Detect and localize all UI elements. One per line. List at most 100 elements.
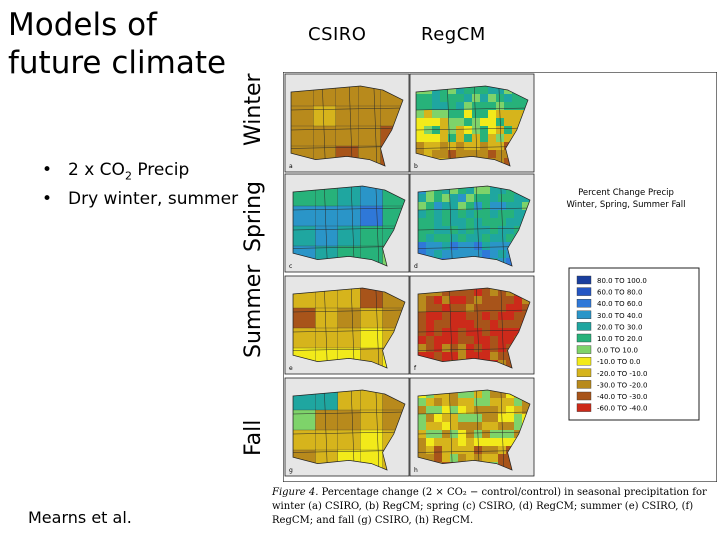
- map-cell: [466, 288, 475, 297]
- legend-swatch: [576, 298, 592, 308]
- map-cell: [442, 312, 451, 321]
- map-cell: [480, 86, 489, 95]
- map-cell: [434, 296, 443, 305]
- map-cell: [448, 86, 457, 95]
- map-cell: [514, 296, 523, 305]
- map-cell: [434, 304, 443, 313]
- coastline: [292, 185, 406, 267]
- map-cell: [506, 234, 515, 243]
- map-cell: [474, 194, 483, 203]
- map-cell: [418, 218, 427, 227]
- map-cell: [466, 344, 475, 353]
- map-cell: [474, 390, 483, 399]
- map-cell: [456, 94, 465, 103]
- map-cell: [434, 336, 443, 345]
- map-cell: [458, 304, 467, 313]
- coastline: [292, 287, 406, 369]
- map-cell: [360, 225, 384, 247]
- map-cell: [472, 126, 481, 135]
- legend-swatch: [576, 368, 592, 377]
- map-panel: g: [284, 377, 410, 477]
- map-cell: [442, 218, 451, 227]
- map-cell: [498, 414, 507, 423]
- map-cell: [450, 210, 459, 219]
- map-cell: [490, 398, 499, 407]
- map-cell: [482, 328, 491, 337]
- map-cell: [434, 250, 443, 259]
- map-cell: [474, 226, 483, 235]
- map-cell: [416, 134, 425, 143]
- map-cell: [456, 110, 465, 119]
- map-cell: [291, 125, 315, 147]
- map-cell: [488, 86, 497, 95]
- map-cell: [450, 336, 459, 345]
- map-cell: [490, 250, 499, 259]
- map-cell: [482, 406, 491, 415]
- map-cell: [458, 438, 467, 447]
- legend-label: 10.0 TO 20.0: [597, 335, 642, 343]
- map-cell: [512, 102, 521, 111]
- map-cell: [426, 234, 435, 243]
- figure-heading-line-2: Winter, Spring, Summer Fall: [566, 200, 685, 210]
- map-cell: [450, 296, 459, 305]
- map-cell: [440, 86, 449, 95]
- map-cell: [442, 414, 451, 423]
- map-cell: [466, 312, 475, 321]
- map-cell: [520, 102, 528, 111]
- bullet-item-dry: Dry winter, summer: [42, 189, 242, 210]
- map-cell: [448, 150, 457, 159]
- map-cell: [482, 430, 491, 439]
- map-cell: [488, 150, 497, 159]
- map-cell: [490, 202, 499, 211]
- map-cell: [458, 430, 467, 439]
- map-cell: [426, 398, 435, 407]
- map-cell: [490, 344, 499, 353]
- map-cell: [506, 406, 515, 415]
- map-cell: [498, 406, 507, 415]
- map-cell: [418, 414, 427, 423]
- map-cell: [464, 126, 473, 135]
- map-cell: [482, 304, 491, 313]
- map-cell: [504, 134, 513, 143]
- map-cell: [498, 234, 507, 243]
- map-cell: [466, 218, 475, 227]
- map-cell: [424, 94, 433, 103]
- map-cell: [514, 422, 523, 431]
- map-cell: [442, 226, 451, 235]
- map-cell: [498, 454, 507, 463]
- map-cell: [498, 242, 507, 251]
- map-cell: [514, 226, 523, 235]
- map-cell: [432, 102, 441, 111]
- map-cell: [474, 422, 483, 431]
- map-cell: [418, 320, 427, 329]
- map-cell: [482, 454, 491, 463]
- map-cell: [498, 438, 507, 447]
- map-cell: [504, 118, 513, 127]
- map-cell: [456, 86, 465, 95]
- map-cell: [496, 142, 505, 151]
- map-cell: [482, 226, 491, 235]
- map-cell: [458, 186, 467, 195]
- map-cell: [426, 446, 435, 455]
- map-cell: [442, 446, 451, 455]
- map-cell: [498, 398, 507, 407]
- map-cell: [506, 422, 515, 431]
- map-cell: [442, 398, 451, 407]
- legend-label: 0.0 TO 10.0: [597, 347, 638, 355]
- bullet-list: 2 x CO2 Precip Dry winter, summer: [42, 160, 242, 213]
- map-cell: [360, 205, 384, 227]
- map-cell: [458, 422, 467, 431]
- map-cell: [456, 150, 465, 159]
- map-cell: [418, 422, 427, 431]
- map-cell: [458, 250, 467, 259]
- map-cell: [442, 194, 451, 203]
- map-cell: [490, 390, 499, 399]
- map-cell: [293, 429, 317, 451]
- map-cell: [504, 102, 513, 111]
- map-cell: [293, 205, 317, 227]
- map-cell: [490, 218, 499, 227]
- map-cell: [440, 134, 449, 143]
- map-cell: [434, 430, 443, 439]
- map-cell: [466, 438, 475, 447]
- map-cell: [472, 94, 481, 103]
